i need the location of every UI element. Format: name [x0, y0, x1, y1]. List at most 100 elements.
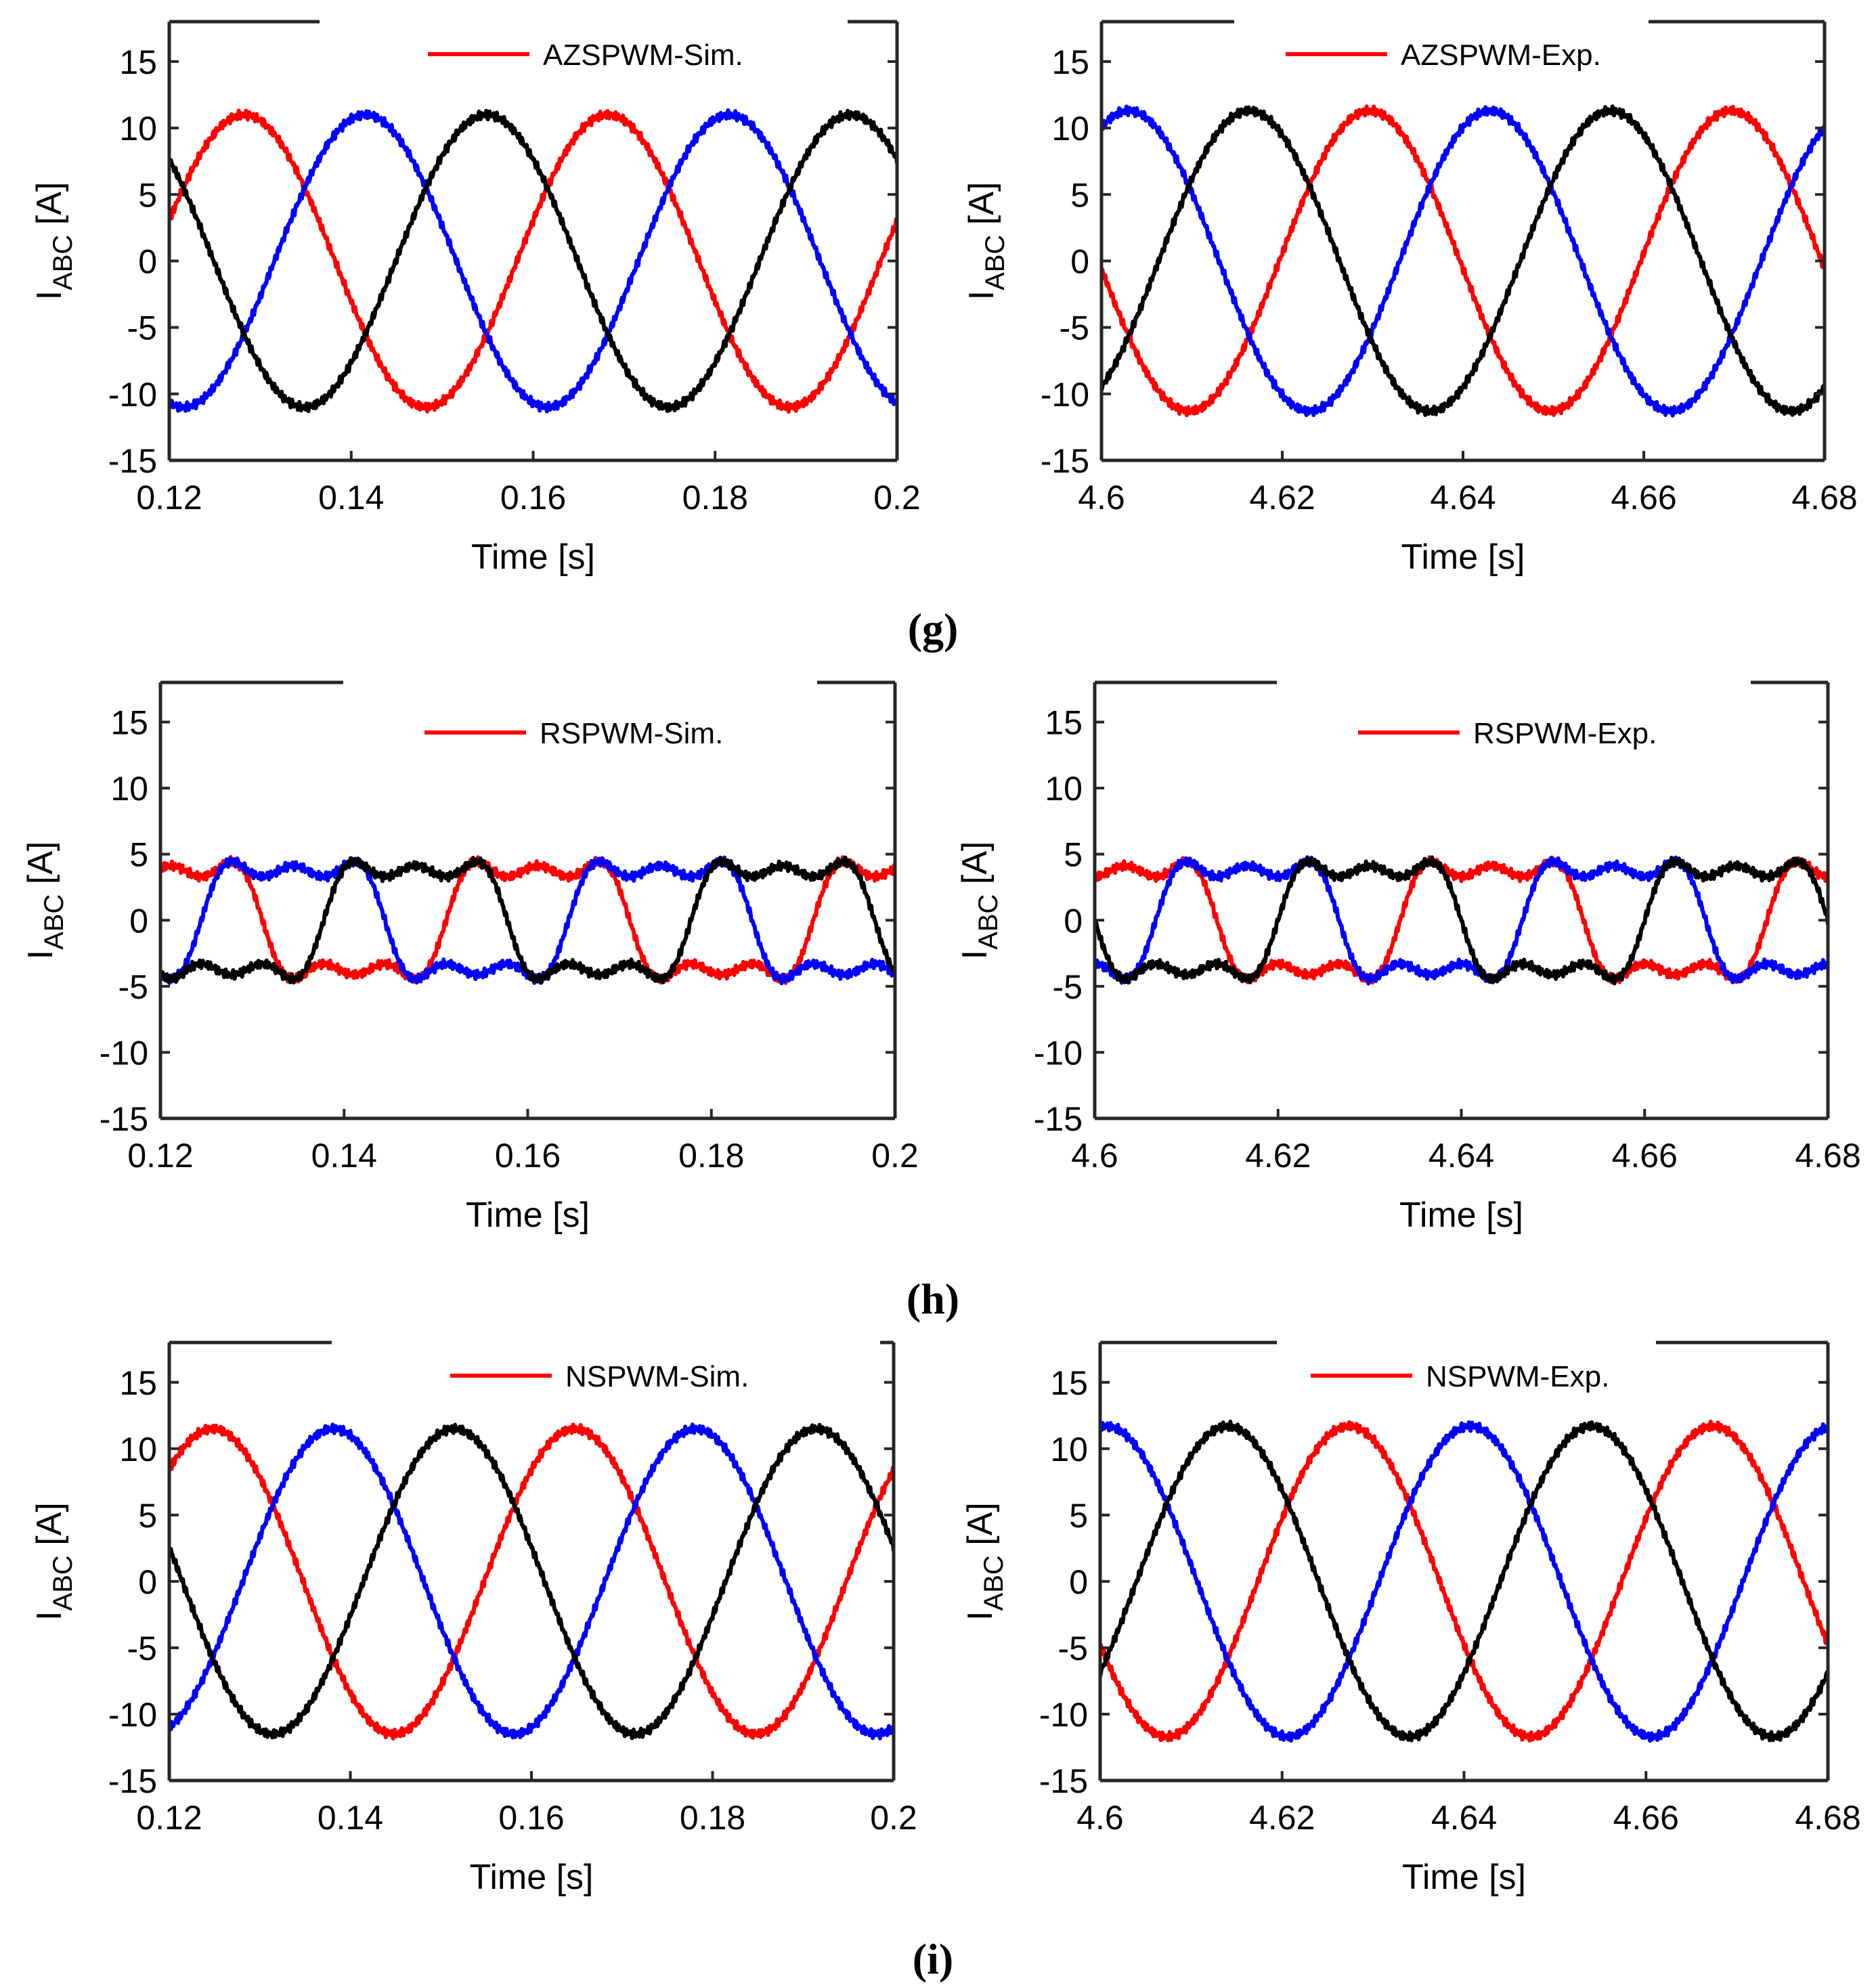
y-axis-label-1: IABC [A]: [962, 182, 1010, 301]
x-tick-label-4-1: 0.14: [318, 1799, 383, 1837]
series-phase-b-5: [1100, 1420, 1828, 1743]
y-tick-label-2-3: 0: [129, 902, 148, 940]
x-tick-label-2-2: 0.16: [495, 1137, 561, 1175]
y-axis-label-5: IABC [A]: [961, 1502, 1009, 1621]
series-phase-c-5: [1100, 1420, 1828, 1743]
y-tick-label-4-6: 15: [119, 1364, 157, 1402]
y-tick-label-0-5: 10: [119, 110, 157, 148]
series-phase-b-3: [1095, 855, 1828, 986]
legend-box-4: [332, 1338, 880, 1347]
y-tick-label-3-4: 5: [1064, 836, 1083, 874]
y-tick-label-2-0: -15: [100, 1100, 148, 1138]
chart-panel-1: AZSPWM-Exp. -15 -10 -5 0 5 10 15 4.6 4.62 4.64 4.66…: [962, 18, 1858, 577]
legend-label-1: AZSPWM-Exp.: [1401, 39, 1601, 72]
y-tick-label-4-1: -10: [108, 1696, 157, 1734]
x-tick-label-2-3: 0.18: [678, 1137, 744, 1175]
x-tick-label-3-4: 4.68: [1795, 1137, 1860, 1175]
series-phase-b-1: [1101, 104, 1825, 418]
series-phase-a-4: [169, 1422, 894, 1741]
y-tick-label-0-3: 0: [138, 242, 157, 280]
y-tick-label-5-4: 5: [1069, 1497, 1088, 1535]
y-tick-label-3-6: 15: [1045, 704, 1083, 742]
y-tick-label-2-6: 15: [110, 704, 148, 742]
y-tick-label-1-2: -5: [1060, 309, 1089, 347]
caption-i: (i): [913, 1935, 953, 1983]
chart-panel-5: NSPWM-Exp. -15 -10 -5 0 5 10 15 4.6 4.62 4.64 4.66 4…: [961, 1338, 1861, 1897]
y-tick-label-5-0: -15: [1039, 1762, 1088, 1800]
legend-box-3: [1277, 678, 1751, 686]
chart-panel-4: NSPWM-Sim. -15 -10 -5 0 5 10 15 0.12 0.14 0.16 0.18…: [30, 1338, 917, 1897]
y-tick-label-1-6: 15: [1051, 43, 1089, 81]
y-tick-label-3-2: -5: [1053, 968, 1083, 1006]
x-tick-label-3-0: 4.6: [1071, 1137, 1118, 1175]
y-tick-label-2-5: 10: [110, 770, 148, 808]
y-axis-label-0: IABC [A]: [30, 182, 78, 301]
series-phase-a-1: [1101, 104, 1825, 418]
legend-label-5: NSPWM-Exp.: [1426, 1360, 1609, 1393]
y-tick-label-4-2: -5: [127, 1630, 157, 1667]
legend-label-0: AZSPWM-Sim.: [543, 39, 743, 72]
x-axis-label-0: Time [s]: [471, 538, 595, 577]
x-tick-label-5-3: 4.66: [1613, 1799, 1679, 1837]
chart-panel-3: RSPWM-Exp. -15 -10 -5 0 5 10 15 4.6 4.62 4.64 4.66 4…: [955, 678, 1861, 1235]
x-tick-label-1-1: 4.62: [1249, 479, 1315, 517]
series-phase-c-2: [160, 855, 895, 985]
x-tick-label-0-3: 0.18: [682, 479, 748, 517]
y-tick-label-0-6: 15: [119, 43, 157, 81]
y-tick-label-1-4: 5: [1070, 176, 1089, 214]
x-tick-label-3-2: 4.64: [1428, 1137, 1494, 1175]
x-tick-label-1-3: 4.66: [1611, 479, 1676, 517]
y-axis-label-4: IABC [A]: [30, 1502, 78, 1621]
y-tick-label-5-6: 15: [1050, 1364, 1088, 1402]
series-phase-a-3: [1095, 855, 1828, 985]
x-axis-label-2: Time [s]: [466, 1196, 590, 1235]
x-tick-label-1-2: 4.64: [1430, 479, 1496, 517]
series-phase-c-1: [1101, 104, 1825, 417]
legend-label-3: RSPWM-Exp.: [1473, 717, 1657, 750]
legend-label-4: NSPWM-Sim.: [565, 1360, 749, 1393]
y-axis-label-2: IABC [A]: [21, 842, 69, 960]
y-tick-label-3-1: -10: [1034, 1034, 1083, 1072]
x-tick-label-0-2: 0.16: [500, 479, 566, 517]
y-tick-label-5-1: -10: [1039, 1696, 1088, 1734]
x-axis-label-4: Time [s]: [470, 1858, 594, 1897]
y-tick-label-0-1: -10: [108, 376, 157, 414]
x-tick-label-3-1: 4.62: [1245, 1137, 1311, 1175]
x-tick-label-0-4: 0.2: [873, 479, 921, 517]
x-tick-label-2-0: 0.12: [127, 1137, 193, 1175]
y-tick-label-3-3: 0: [1064, 902, 1083, 940]
y-tick-label-0-2: -5: [127, 309, 157, 347]
y-tick-label-5-3: 0: [1069, 1563, 1088, 1601]
x-tick-label-5-0: 4.6: [1076, 1799, 1124, 1837]
series-phase-c-4: [169, 1422, 894, 1741]
x-axis-label-1: Time [s]: [1401, 538, 1525, 577]
panels-group: AZSPWM-Sim. -15 -10 -5 0 5 10 15 0.12 0.14 0.16 0.1…: [21, 18, 1861, 1897]
y-tick-label-4-4: 5: [138, 1497, 157, 1535]
legend-box-1: [1234, 18, 1649, 26]
x-axis-label-3: Time [s]: [1399, 1196, 1523, 1235]
x-tick-label-5-2: 4.64: [1431, 1799, 1497, 1837]
y-tick-label-4-3: 0: [138, 1563, 157, 1601]
series-phase-c-3: [1095, 855, 1828, 986]
legend-label-2: RSPWM-Sim.: [540, 717, 723, 750]
y-tick-label-5-2: -5: [1058, 1630, 1088, 1667]
series-phase-a-5: [1100, 1419, 1828, 1743]
y-tick-label-3-0: -15: [1034, 1100, 1083, 1138]
series-phase-c-0: [169, 108, 897, 414]
y-tick-label-4-0: -15: [108, 1762, 157, 1800]
x-tick-label-4-0: 0.12: [136, 1799, 202, 1837]
legend-box-2: [343, 678, 817, 686]
series-phase-b-0: [169, 108, 897, 414]
x-tick-label-0-1: 0.14: [318, 479, 384, 517]
y-tick-label-0-4: 5: [138, 176, 157, 214]
x-tick-label-4-2: 0.16: [498, 1799, 564, 1837]
y-tick-label-2-1: -10: [100, 1034, 148, 1072]
x-tick-label-3-3: 4.66: [1612, 1137, 1678, 1175]
legend-box-0: [320, 18, 848, 26]
legend-box-5: [1277, 1338, 1656, 1347]
y-tick-label-0-0: -15: [108, 442, 157, 480]
x-tick-label-4-3: 0.18: [680, 1799, 745, 1837]
y-tick-label-5-5: 10: [1050, 1431, 1088, 1468]
y-tick-label-1-3: 0: [1070, 242, 1089, 280]
